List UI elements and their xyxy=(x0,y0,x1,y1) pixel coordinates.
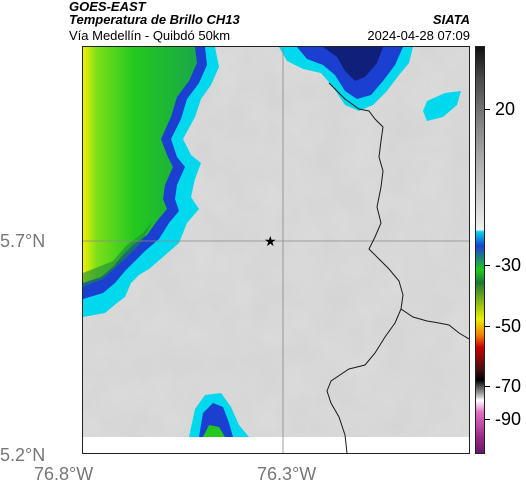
product-title: Temperatura de Brillo CH13 xyxy=(69,12,240,27)
satellite-image: ★ xyxy=(83,47,469,453)
colorbar xyxy=(475,46,485,454)
colorbar-tick xyxy=(485,326,490,327)
colorbar-label: -70 xyxy=(495,376,522,396)
cold-cell-east xyxy=(423,91,461,121)
colorbar-tick xyxy=(485,386,490,387)
colorbar-label: -50 xyxy=(495,316,522,336)
agency-label: SIATA xyxy=(432,12,470,27)
river-line xyxy=(326,308,402,453)
colorbar-label: -30 xyxy=(495,255,522,275)
cold-cloud-west-inner xyxy=(83,47,197,283)
cold-cloud-north-core xyxy=(323,47,383,81)
region-subtitle: Vía Medellín - Quibdó 50km xyxy=(69,28,231,43)
colorbar-label: 20 xyxy=(495,99,516,119)
timestamp: 2024-04-28 07:09 xyxy=(367,28,470,43)
border-line xyxy=(328,82,469,340)
cold-cloud-west-shade xyxy=(83,221,153,287)
lon-label-2: 76.3°W xyxy=(257,464,317,484)
colorbar-tick xyxy=(485,265,490,266)
colorbar-label: -90 xyxy=(495,409,522,429)
location-star-icon: ★ xyxy=(264,234,277,250)
satellite-title: GOES-EAST xyxy=(69,0,146,14)
lon-label-1: 76.8°W xyxy=(34,464,94,484)
colorbar-tick xyxy=(485,109,490,110)
colorbar-tick xyxy=(485,419,490,420)
lat-label-1: 5.7°N xyxy=(0,231,46,251)
map-panel[interactable]: ★ xyxy=(82,46,470,454)
lat-label-2: 5.2°N xyxy=(0,445,46,465)
no-data-strip xyxy=(83,437,469,453)
cold-cloud-south-core xyxy=(203,425,225,437)
